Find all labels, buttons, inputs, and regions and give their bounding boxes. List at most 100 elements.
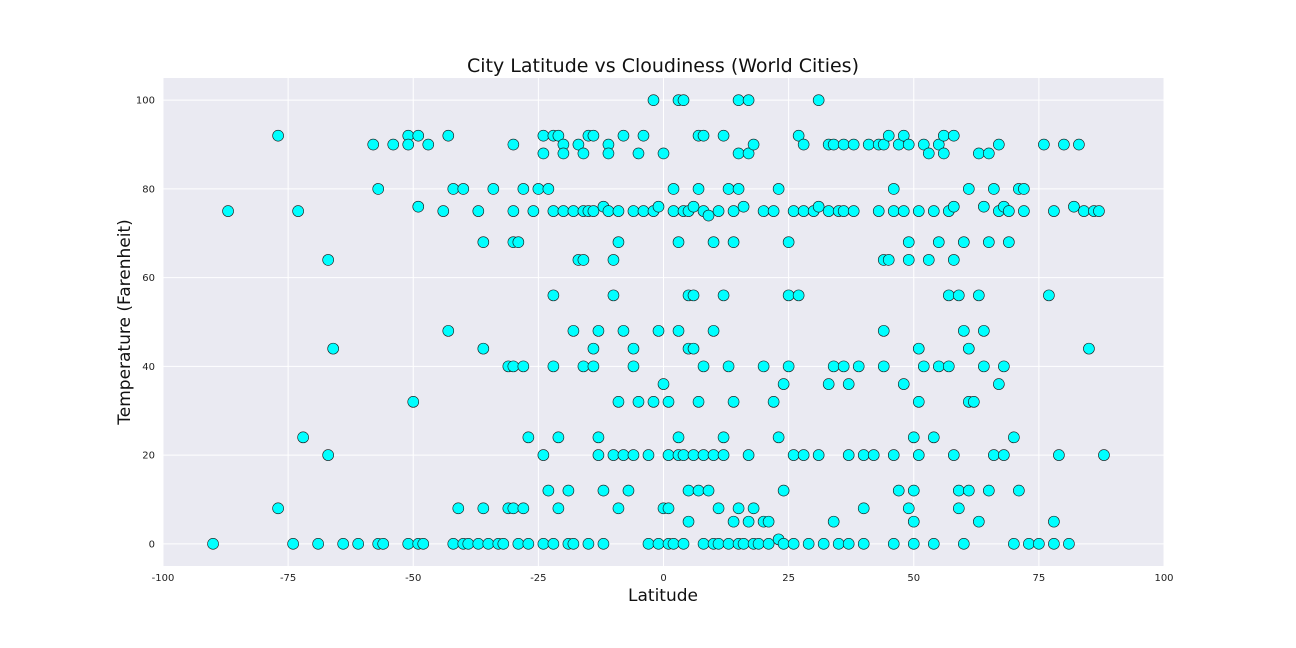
data-point <box>947 449 960 461</box>
data-point <box>912 449 925 461</box>
data-point <box>667 205 680 217</box>
data-point <box>1043 289 1055 302</box>
data-point <box>412 129 425 142</box>
data-point <box>782 236 795 248</box>
data-point <box>1003 205 1015 217</box>
data-point <box>712 538 725 550</box>
data-point <box>732 94 745 106</box>
data-point <box>697 360 710 373</box>
data-point <box>337 538 349 550</box>
data-point <box>907 431 920 444</box>
data-point <box>922 254 935 266</box>
data-point <box>372 183 385 195</box>
data-point <box>582 538 595 550</box>
y-tick-label: 100 <box>136 96 155 107</box>
data-point <box>632 147 645 160</box>
data-point <box>322 254 334 266</box>
x-tick-label: 50 <box>907 573 920 584</box>
data-point <box>1073 138 1085 151</box>
data-point <box>477 502 490 515</box>
data-point <box>702 209 715 222</box>
data-point <box>652 538 665 550</box>
data-point <box>882 254 895 266</box>
data-point <box>677 94 690 106</box>
data-point <box>742 449 755 461</box>
data-point <box>422 138 435 151</box>
data-point <box>517 360 530 373</box>
data-point <box>642 538 655 550</box>
data-point <box>947 200 960 213</box>
data-point <box>867 449 880 461</box>
data-point <box>827 138 840 151</box>
data-point <box>1083 342 1095 355</box>
y-axis-title: Temperature (Farenheit) <box>115 219 135 425</box>
data-point <box>612 205 625 217</box>
data-point <box>942 289 955 302</box>
data-point <box>742 147 755 160</box>
data-point <box>442 325 455 337</box>
data-point <box>1023 538 1035 550</box>
data-point <box>957 325 970 337</box>
data-point <box>947 129 960 142</box>
data-point <box>732 502 745 515</box>
data-point <box>1048 515 1060 528</box>
data-point <box>957 236 970 248</box>
data-point <box>572 138 585 151</box>
data-point <box>782 360 795 373</box>
data-point <box>617 325 630 337</box>
data-point <box>847 138 860 151</box>
data-point <box>993 378 1005 390</box>
x-tick-labels: -100 -75 -50 -25 0 25 50 75 100 <box>152 573 1174 584</box>
data-point <box>827 360 840 373</box>
data-point <box>837 205 850 217</box>
data-point <box>552 502 565 515</box>
data-point <box>902 502 915 515</box>
data-point <box>272 502 284 515</box>
data-point <box>607 449 620 461</box>
data-point <box>587 360 600 373</box>
data-point <box>547 360 560 373</box>
data-point <box>988 183 1000 195</box>
data-point <box>937 147 950 160</box>
data-point <box>627 205 640 217</box>
data-point <box>662 502 675 515</box>
data-point <box>902 138 915 151</box>
data-point <box>973 289 985 302</box>
data-point <box>542 183 555 195</box>
data-point <box>652 325 665 337</box>
data-point <box>978 200 990 213</box>
data-point <box>532 183 545 195</box>
data-point <box>692 484 705 497</box>
data-point <box>1093 205 1105 217</box>
data-point <box>772 183 785 195</box>
data-point <box>722 538 735 550</box>
data-point <box>597 484 610 497</box>
data-point <box>537 147 550 160</box>
data-point <box>692 183 705 195</box>
data-point <box>517 183 530 195</box>
data-point <box>932 360 945 373</box>
data-point <box>497 538 510 550</box>
data-point <box>272 129 284 142</box>
data-point <box>1008 538 1020 550</box>
data-point <box>662 449 675 461</box>
data-point <box>757 360 770 373</box>
data-point <box>1078 205 1090 217</box>
data-point <box>963 484 975 497</box>
data-point <box>952 502 965 515</box>
data-point <box>517 502 530 515</box>
data-point <box>552 129 565 142</box>
x-axis-title: Latitude <box>628 586 698 606</box>
data-point <box>857 449 870 461</box>
data-point <box>512 538 525 550</box>
data-point <box>777 484 790 497</box>
data-point <box>377 538 390 550</box>
data-point <box>547 538 560 550</box>
data-point <box>512 236 525 248</box>
data-point <box>697 449 710 461</box>
data-point <box>652 200 665 213</box>
data-point <box>727 396 740 408</box>
data-point <box>672 431 685 444</box>
data-point <box>907 484 920 497</box>
x-tick-label: 0 <box>660 573 666 584</box>
